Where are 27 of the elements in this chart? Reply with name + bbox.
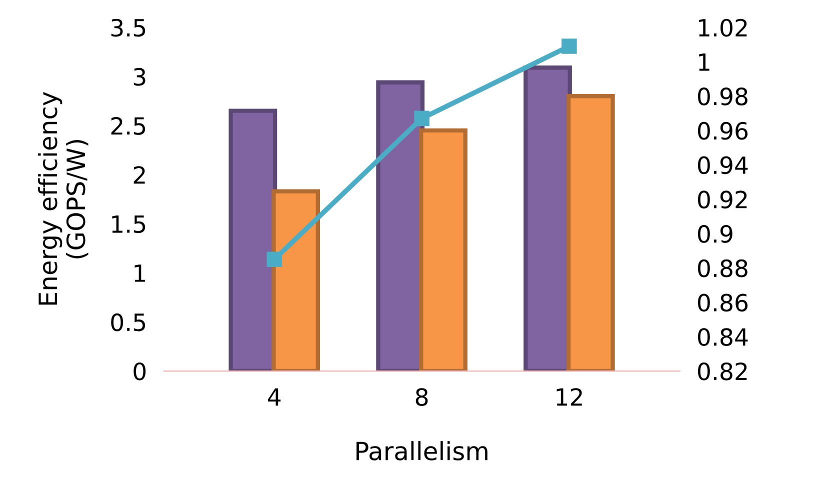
- y-tick-label: 2.5: [111, 117, 146, 135]
- y-tick-label: 2: [134, 166, 145, 184]
- y-tick-label: 0: [134, 362, 146, 380]
- y2-tick-label: 0.94: [698, 156, 748, 174]
- x-axis-title: Parallelism: [356, 441, 488, 460]
- y-tick-label: 1.5: [112, 216, 146, 234]
- y2-tick-label: 0.98: [698, 88, 748, 106]
- y2-tick-label: 0.9: [698, 225, 732, 243]
- point: [266, 252, 282, 267]
- y-tick-label: 0.5: [111, 313, 146, 332]
- y2-tick-label: 0.82: [698, 362, 747, 380]
- y-axis-title: Energy efficiency (GOPS/W): [38, 92, 88, 305]
- y2-tick-label: 0.92: [698, 190, 747, 209]
- y2-tick-label: 0.96: [698, 122, 748, 140]
- y-tick-label: 1: [134, 264, 145, 282]
- y2-tick-label: 1: [699, 54, 710, 71]
- y-tick-label: 3.5: [111, 18, 146, 37]
- x-tick-label: 4: [268, 388, 281, 406]
- point: [562, 38, 577, 54]
- y-tick-label: 3: [134, 68, 146, 86]
- y2-tick-label: 0.86: [698, 294, 748, 312]
- point: [414, 110, 430, 126]
- y2-tick-label: 0.88: [698, 259, 748, 278]
- y2-tick-label: 1.02: [699, 18, 747, 37]
- x-tick-label: 12: [556, 388, 582, 406]
- y2-tick-label: 0.84: [698, 328, 748, 346]
- x-tick-label: 8: [416, 388, 428, 406]
